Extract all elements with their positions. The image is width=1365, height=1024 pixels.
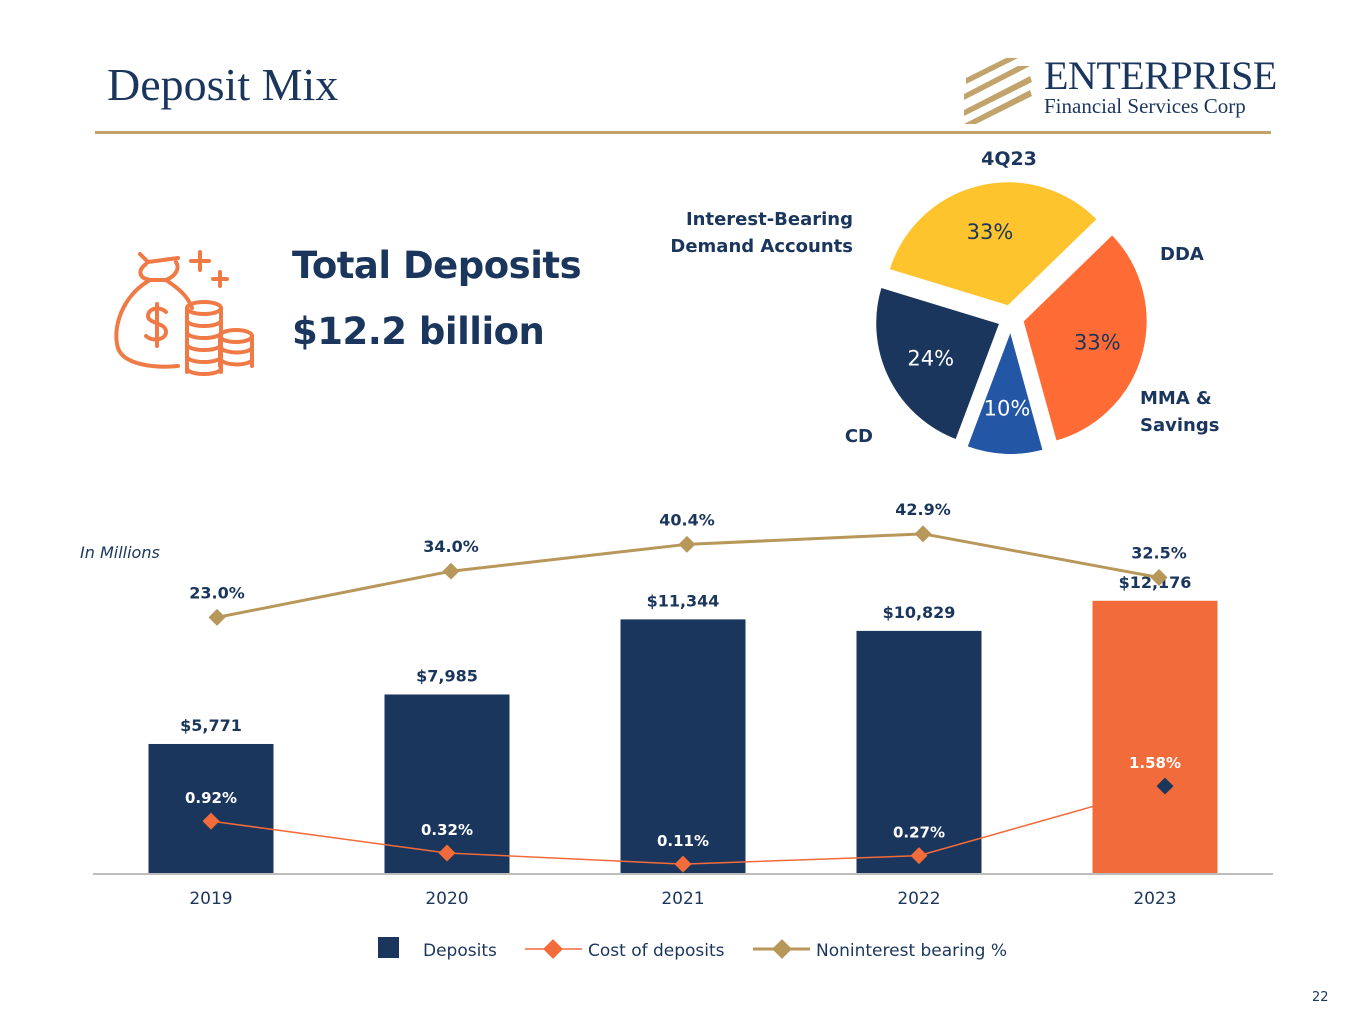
noninterest-bearing-label: 23.0% bbox=[189, 583, 245, 602]
pie-value-label: 24% bbox=[907, 347, 954, 371]
legend-nib-marker bbox=[772, 939, 792, 959]
noninterest-bearing-marker bbox=[914, 525, 932, 543]
deposit-bar-2021 bbox=[620, 619, 746, 873]
deposit-value-label: $10,829 bbox=[883, 603, 956, 622]
total-deposits-value: $12.2 billion bbox=[292, 310, 545, 353]
pie-slice-3 bbox=[965, 326, 1045, 456]
page-number: 22 bbox=[1312, 990, 1329, 1005]
noninterest-bearing-marker bbox=[442, 562, 460, 580]
x-tick-label: 2021 bbox=[661, 889, 704, 909]
cost-of-deposits-label: 1.58% bbox=[1129, 754, 1181, 772]
logo-subtitle: Financial Services Corp bbox=[1044, 94, 1246, 118]
noninterest-bearing-label: 40.4% bbox=[659, 510, 715, 529]
cost-of-deposits-label: 0.27% bbox=[893, 824, 945, 842]
cost-of-deposits-marker bbox=[202, 812, 220, 830]
pie-slice-2 bbox=[1021, 232, 1149, 443]
pie-value-label: 33% bbox=[1074, 330, 1121, 354]
deposit-value-label: $11,344 bbox=[647, 591, 720, 610]
units-note: In Millions bbox=[80, 543, 160, 562]
noninterest-bearing-marker bbox=[208, 608, 226, 626]
legend-cost-marker bbox=[543, 939, 563, 959]
cost-of-deposits-marker bbox=[438, 844, 456, 862]
legend-deposits-swatch bbox=[378, 937, 399, 958]
pie-category-label: DDA bbox=[1160, 244, 1204, 265]
cost-of-deposits-marker bbox=[910, 847, 928, 865]
title-divider bbox=[95, 131, 1271, 134]
logo-wordmark: ENTERPRISE bbox=[1044, 53, 1277, 98]
deposit-bar-2020 bbox=[384, 694, 510, 873]
pie-category-label: CD bbox=[845, 426, 873, 447]
deposit-bar-2019 bbox=[148, 743, 274, 873]
x-tick-label: 2023 bbox=[1133, 889, 1176, 909]
pie-category-label: Demand Accounts bbox=[670, 236, 853, 257]
x-tick-label: 2020 bbox=[425, 889, 468, 909]
legend-nib-label: Noninterest bearing % bbox=[816, 941, 1007, 961]
cost-of-deposits-marker bbox=[674, 855, 692, 873]
pie-category-label: Savings bbox=[1140, 415, 1219, 436]
deposit-value-label: $12,176 bbox=[1119, 573, 1192, 592]
x-tick-label: 2022 bbox=[897, 889, 940, 909]
total-deposits-label: Total Deposits bbox=[292, 244, 582, 287]
deposit-bar-2022 bbox=[856, 630, 982, 873]
page-title: Deposit Mix bbox=[107, 59, 339, 110]
noninterest-bearing-marker bbox=[678, 535, 696, 553]
noninterest-bearing-label: 34.0% bbox=[423, 537, 479, 556]
pie-value-label: 10% bbox=[984, 396, 1031, 420]
noninterest-bearing-label: 32.5% bbox=[1131, 544, 1187, 563]
noninterest-bearing-label: 42.9% bbox=[895, 500, 951, 519]
noninterest-bearing-marker bbox=[1150, 569, 1168, 586]
deposit-value-label: $7,985 bbox=[416, 666, 478, 685]
x-tick-label: 2019 bbox=[189, 889, 232, 909]
cost-of-deposits-label: 0.11% bbox=[657, 832, 709, 850]
cost-of-deposits-label: 0.32% bbox=[421, 821, 473, 839]
money-bag-coins-icon bbox=[114, 250, 254, 376]
pie-category-label: Interest-Bearing bbox=[686, 209, 853, 230]
pie-slice-4 bbox=[874, 285, 1002, 442]
deposit-bar-2023 bbox=[1092, 600, 1218, 873]
pie-value-label: 33% bbox=[967, 220, 1014, 244]
cost-of-deposits-label: 0.92% bbox=[185, 789, 237, 807]
cost-of-deposits-marker bbox=[1156, 777, 1174, 795]
pie-title: 4Q23 bbox=[981, 148, 1037, 170]
legend-cost-label: Cost of deposits bbox=[588, 941, 725, 961]
legend-deposits-label: Deposits bbox=[423, 941, 497, 961]
pie-category-label: MMA & bbox=[1140, 388, 1212, 409]
pie-slice-1 bbox=[887, 180, 1100, 308]
deposit-value-label: $5,771 bbox=[180, 716, 242, 735]
company-logo: ENTERPRISE Financial Services Corp bbox=[960, 54, 1280, 124]
logo-mark-icon bbox=[964, 58, 1032, 124]
